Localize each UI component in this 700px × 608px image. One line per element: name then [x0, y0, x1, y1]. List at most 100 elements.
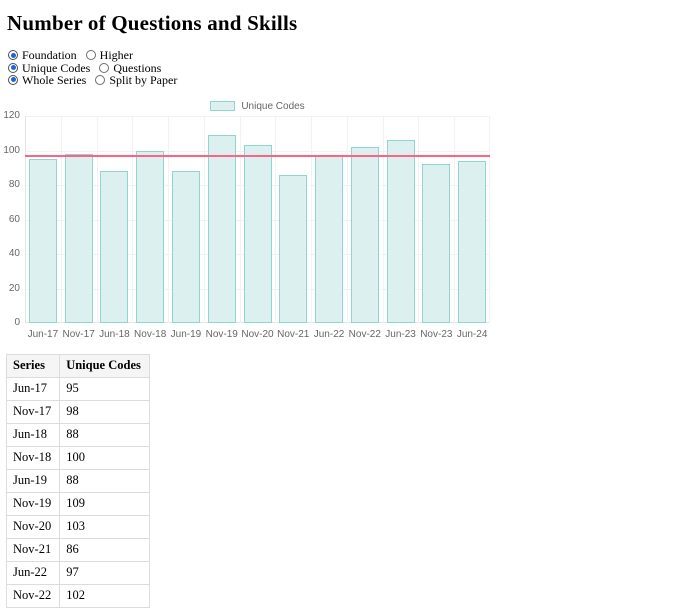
table-row-nov-17: Nov-17 98 [5, 400, 150, 424]
gridline-x-9 [346, 116, 348, 323]
radio-group-tier: Foundation Higher [8, 49, 186, 61]
cell-unique-codes: 100 [59, 446, 150, 470]
legend-label: Unique Codes [241, 100, 305, 112]
cell-unique-codes: 95 [59, 377, 150, 401]
bar-jun-24[interactable] [458, 160, 487, 323]
x-tick-label-nov-20: Nov-20 [241, 329, 274, 340]
legend-swatch-icon [210, 101, 236, 111]
x-tick-label-nov-22: Nov-22 [348, 329, 381, 340]
bar-nov-20[interactable] [243, 145, 272, 323]
bar-jun-18[interactable] [100, 171, 129, 323]
y-tick-label-60: 60 [8, 213, 20, 225]
gridline-x-1 [60, 116, 62, 323]
x-tick-label-jun-17: Jun-17 [27, 329, 59, 340]
gridline-x-5 [203, 116, 205, 323]
cell-unique-codes: 88 [59, 423, 150, 447]
radio-questions[interactable] [99, 62, 110, 73]
gridline-x-13 [489, 116, 490, 323]
cell-unique-codes: 98 [59, 400, 150, 424]
x-tick-label-jun-23: Jun-23 [385, 329, 416, 340]
gridline-x-6 [239, 116, 241, 323]
bar-jun-23[interactable] [386, 140, 415, 323]
table-row-nov-19: Nov-19 109 [5, 492, 150, 516]
cell-unique-codes: 97 [59, 561, 150, 585]
bar-nov-17[interactable] [64, 153, 93, 323]
radio-whole-series[interactable] [8, 74, 18, 85]
table-row-jun-22: Jun-22 97 [5, 561, 150, 585]
y-tick-label-40: 40 [8, 248, 20, 259]
x-tick-label-nov-17: Nov-17 [62, 329, 95, 340]
bar-nov-21[interactable] [279, 174, 308, 323]
radio-foundation[interactable] [8, 50, 18, 61]
radio-split-by-paper[interactable] [95, 74, 106, 85]
bar-nov-18[interactable] [136, 150, 165, 323]
gridline-x-12 [454, 116, 456, 323]
cell-unique-codes: 88 [59, 469, 150, 493]
gridline-x-11 [418, 116, 420, 323]
radio-group-metric: Unique Codes Questions [8, 60, 186, 75]
table-header-unique-codes: Unique Codes [59, 354, 150, 378]
gridline-y-120 [25, 116, 490, 117]
cell-unique-codes: 109 [59, 492, 150, 516]
radio-label-whole-series: Whole Series [22, 72, 87, 87]
x-tick-label-jun-19: Jun-19 [170, 329, 202, 340]
cell-series: Nov-21 [5, 538, 61, 562]
radio-unique-codes[interactable] [8, 62, 18, 73]
y-tick-label-120: 120 [3, 110, 20, 121]
x-tick-label-nov-19: Nov-19 [205, 329, 238, 340]
table-header-row: Series Unique Codes [5, 354, 150, 378]
gridline-x-2 [96, 116, 98, 323]
x-tick-label-jun-24: Jun-24 [456, 329, 488, 340]
table-row-nov-20: Nov-20 103 [5, 515, 150, 539]
cell-series: Nov-17 [5, 400, 61, 424]
cell-unique-codes: 102 [59, 584, 150, 608]
y-tick-label-0: 0 [14, 317, 20, 328]
bar-nov-22[interactable] [350, 147, 379, 323]
average-line [25, 155, 490, 158]
y-tick-label-20: 20 [8, 282, 20, 294]
chart-legend[interactable]: Unique Codes [25, 100, 490, 112]
page-title: Number of Questions and Skills [7, 11, 298, 35]
bar-chart: Unique Codes 0 20 40 60 80 100 120 Jun-17 Nov-1… [0, 96, 497, 346]
table-row-jun-17: Jun-17 95 [5, 377, 150, 401]
table-header-series: Series [5, 354, 61, 378]
cell-series: Nov-18 [5, 446, 61, 470]
radio-groups: Foundation Higher Unique Codes Questions Who… [8, 49, 186, 86]
table-body: Jun-17 95 Nov-17 98 Jun-18 88 Nov-18 100 Jun-19 8… [5, 377, 150, 608]
radio-label-split-by-paper: Split by Paper [109, 72, 178, 87]
gridline-x-4 [168, 116, 170, 323]
bar-nov-19[interactable] [207, 134, 236, 323]
radio-label-unique-codes: Unique Codes [22, 60, 91, 75]
cell-series: Jun-18 [5, 423, 61, 447]
table-row-jun-19: Jun-19 88 [5, 469, 150, 493]
radio-label-foundation: Foundation [22, 48, 77, 63]
gridline-x-8 [311, 116, 313, 323]
table-row-jun-18: Jun-18 88 [5, 423, 150, 447]
radio-label-higher: Higher [99, 48, 133, 63]
cell-series: Jun-19 [5, 469, 61, 493]
radio-higher[interactable] [85, 50, 96, 61]
table-row-nov-18: Nov-18 100 [5, 446, 150, 470]
cell-series: Jun-22 [5, 561, 61, 585]
radio-label-questions: Questions [113, 60, 162, 75]
y-tick-label-100: 100 [3, 144, 20, 156]
series-data-table: Series Unique Codes Jun-17 95 Nov-17 98 Jun-… [5, 354, 150, 608]
cell-series: Nov-20 [5, 515, 61, 539]
gridline-x-0 [25, 116, 26, 323]
bar-nov-23[interactable] [422, 164, 451, 323]
bar-jun-17[interactable] [28, 159, 57, 323]
x-tick-label-nov-21: Nov-21 [277, 329, 310, 340]
x-tick-label-jun-18: Jun-18 [99, 329, 130, 340]
bar-jun-19[interactable] [171, 171, 200, 323]
gridline-x-7 [275, 116, 277, 323]
cell-unique-codes: 86 [59, 538, 150, 562]
gridline-x-3 [132, 116, 134, 323]
bar-jun-22[interactable] [315, 155, 344, 323]
cell-series: Nov-22 [5, 584, 61, 608]
radio-group-series-mode: Whole Series Split by Paper [8, 74, 186, 86]
chart-plot-area [25, 116, 490, 323]
table-row-nov-21: Nov-21 86 [5, 538, 150, 562]
x-tick-label-jun-22: Jun-22 [313, 329, 345, 340]
y-tick-label-80: 80 [8, 179, 20, 190]
x-tick-label-nov-23: Nov-23 [420, 329, 453, 340]
